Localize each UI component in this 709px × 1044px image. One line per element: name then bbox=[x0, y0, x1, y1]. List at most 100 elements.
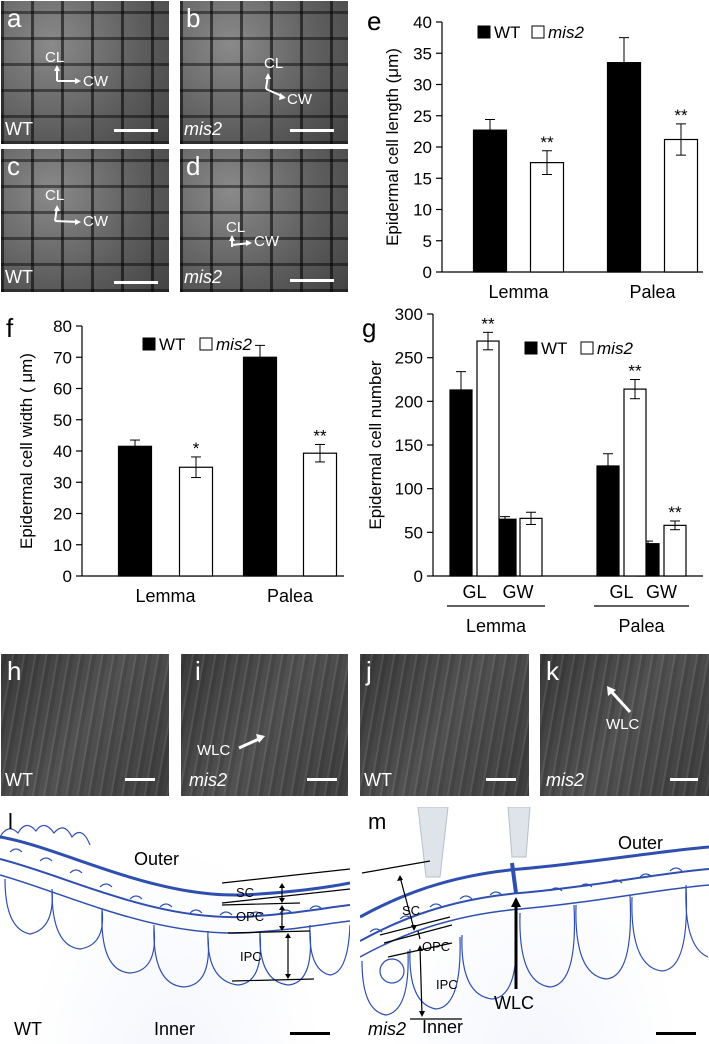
tissue-section-drawing bbox=[0, 824, 350, 988]
legend-label-wt: WT bbox=[541, 339, 567, 358]
wlc-label: WLC bbox=[606, 716, 640, 733]
sem-panel-j: j WT bbox=[360, 654, 529, 796]
y-tick-label: 50 bbox=[404, 523, 423, 542]
panel-letter: j bbox=[366, 656, 372, 686]
genotype-label: mis2 bbox=[189, 770, 228, 790]
y-tick-label: 35 bbox=[413, 44, 432, 63]
opc-label: OPC bbox=[236, 909, 265, 924]
chart-f-cell-width: 0 10 20 30 40 50 60 70 80 Epidermal cell width ( … bbox=[0, 306, 350, 618]
legend-label-wt: WT bbox=[494, 23, 520, 42]
cl-label: CL bbox=[45, 187, 65, 204]
legend-label-mis2: mis2 bbox=[597, 339, 633, 358]
scale-bar bbox=[114, 129, 158, 132]
scale-bar bbox=[307, 778, 337, 781]
y-tick-label: 80 bbox=[53, 317, 72, 336]
y-tick-label: 150 bbox=[395, 436, 423, 455]
significance-marker: ** bbox=[668, 503, 682, 522]
scale-bar bbox=[290, 1032, 330, 1035]
category-label: GW bbox=[503, 582, 534, 602]
sem-panel-k: k WLC mis2 bbox=[540, 654, 709, 796]
panel-letter: h bbox=[7, 656, 22, 686]
genotype-label: mis2 bbox=[368, 1019, 407, 1039]
panel-letter: d bbox=[186, 151, 201, 181]
panel-letter: a bbox=[7, 3, 22, 33]
y-tick-label: 60 bbox=[53, 380, 72, 399]
y-tick-label: 10 bbox=[413, 201, 432, 220]
section-panel-m: m Outer SC OPC IPC Inner WLC mis2 bbox=[360, 807, 709, 1044]
sem-panel-i: i WLC mis2 bbox=[181, 654, 348, 796]
bar-mis2 bbox=[476, 340, 500, 577]
chart-svg-e: 0 5 10 15 20 25 30 35 40 Epidermal cell length (μ… bbox=[383, 13, 703, 302]
panel-letter-g: g bbox=[362, 313, 377, 343]
wlc-label: WLC bbox=[197, 742, 231, 759]
chart-e-cell-length: 0 5 10 15 20 25 30 35 40 Epidermal cell length (μ… bbox=[360, 0, 709, 312]
y-tick-label: 0 bbox=[63, 567, 72, 586]
panel-letter: b bbox=[186, 3, 201, 33]
y-axis-label: Epidermal cell number bbox=[366, 360, 385, 529]
y-tick-label: 0 bbox=[423, 263, 432, 282]
cw-label: CW bbox=[83, 73, 108, 90]
legend-label-mis2: mis2 bbox=[216, 335, 252, 354]
genotype-label: WT bbox=[5, 267, 33, 287]
panel-letter: k bbox=[546, 656, 559, 686]
scale-bar bbox=[670, 778, 698, 781]
cw-label: CW bbox=[287, 91, 312, 108]
scale-bar bbox=[114, 281, 158, 284]
sem-panel-b: b CL CW mis2 bbox=[180, 1, 348, 144]
cl-cw-arrows bbox=[229, 235, 252, 247]
sc-label: SC bbox=[402, 903, 421, 918]
panel-letter-e: e bbox=[367, 6, 382, 36]
panel-letter: c bbox=[7, 151, 20, 181]
sem-panel-h: h WT bbox=[1, 654, 169, 796]
legend-swatch-mis2 bbox=[199, 337, 213, 351]
opc-label: OPC bbox=[422, 939, 451, 954]
category-label: Lemma bbox=[135, 586, 196, 606]
genotype-label: mis2 bbox=[546, 770, 585, 790]
bar-wt bbox=[242, 356, 278, 577]
genotype-label: mis2 bbox=[184, 267, 223, 287]
bar-wt bbox=[472, 129, 508, 273]
genotype-label: WT bbox=[5, 770, 33, 790]
bar-mis2 bbox=[663, 138, 699, 273]
section-panel-l: l Outer SC OPC IPC WT Inner bbox=[0, 807, 350, 1044]
group-label: Lemma bbox=[466, 616, 527, 636]
sem-panel-c: c CL CW WT bbox=[1, 149, 169, 292]
bar-wt bbox=[117, 445, 153, 577]
legend-swatch-wt bbox=[524, 341, 538, 355]
legend-swatch-mis2 bbox=[531, 25, 545, 39]
legend-swatch-mis2 bbox=[580, 341, 594, 355]
y-axis-label: Epidermal cell width ( μm) bbox=[17, 353, 36, 549]
chart-g-cell-number: 0 50 100 150 200 250 300 Epidermal cell number *… bbox=[355, 306, 709, 646]
y-tick-label: 200 bbox=[395, 392, 423, 411]
sem-panel-a: a CL CW WT bbox=[1, 1, 169, 144]
inner-label: Inner bbox=[154, 1019, 196, 1039]
bar-mis2 bbox=[519, 517, 543, 577]
significance-marker: ** bbox=[628, 362, 642, 381]
cl-cw-arrows bbox=[265, 73, 286, 100]
y-tick-label: 25 bbox=[413, 107, 432, 126]
cw-label: CW bbox=[254, 233, 279, 250]
significance-marker: * bbox=[193, 439, 200, 458]
bar-mis2 bbox=[178, 466, 214, 577]
legend-swatch-wt bbox=[477, 25, 491, 39]
scale-bar bbox=[486, 778, 516, 781]
wlc-label: WLC bbox=[494, 993, 534, 1013]
significance-marker: ** bbox=[481, 314, 495, 333]
bar-mis2 bbox=[623, 388, 647, 577]
legend-label-wt: WT bbox=[159, 335, 185, 354]
bar-mis2 bbox=[529, 162, 565, 273]
cl-label: CL bbox=[264, 55, 284, 72]
y-tick-label: 20 bbox=[53, 505, 72, 524]
category-label: Palea bbox=[629, 282, 676, 302]
legend-swatch-wt bbox=[142, 337, 156, 351]
cl-cw-arrows bbox=[54, 205, 81, 225]
scale-bar bbox=[290, 279, 334, 282]
sc-label: SC bbox=[236, 885, 255, 900]
scale-bar bbox=[656, 1032, 696, 1035]
cl-cw-arrows bbox=[54, 65, 81, 84]
chart-svg-g: 0 50 100 150 200 250 300 Epidermal cell number *… bbox=[366, 306, 703, 636]
tissue-section-drawing bbox=[360, 807, 709, 1020]
y-tick-label: 300 bbox=[395, 306, 423, 324]
y-tick-label: 250 bbox=[395, 349, 423, 368]
group-label: Palea bbox=[618, 616, 665, 636]
